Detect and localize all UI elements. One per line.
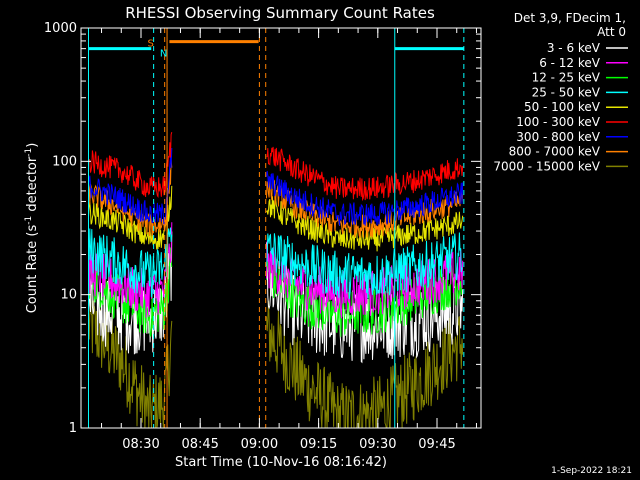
legend-label-5: 50 - 100 keV: [524, 100, 601, 114]
footer-date: 1-Sep-2022 18:21: [551, 466, 632, 476]
x-tick-label: 08:30: [122, 437, 159, 452]
x-axis-ticks: 08:30 08:45 09:00 09:15 09:30 09:45: [101, 28, 477, 452]
y-tick-label: 1: [69, 421, 77, 436]
x-tick-label: 09:00: [241, 437, 278, 452]
series-line-4-seg2: [266, 232, 463, 300]
legend-label-4: 25 - 50 keV: [532, 85, 601, 99]
saa-marker-label: S: [147, 39, 153, 50]
series-line-7-seg2: [266, 170, 464, 226]
series-line-6-seg2: [266, 146, 464, 202]
series-line-4-seg1: [88, 227, 173, 298]
y-tick-label: 1000: [44, 21, 77, 36]
chart-title: RHESSI Observing Summary Count Rates: [125, 4, 435, 22]
legend-header-line1: Det 3,9, FDecim 1,: [514, 11, 626, 25]
x-tick-label: 09:45: [418, 437, 455, 452]
legend-label-7: 300 - 800 keV: [516, 130, 600, 144]
y-tick-label: 10: [60, 288, 77, 303]
x-tick-label: 09:15: [300, 437, 337, 452]
legend-label-9: 7000 - 15000 keV: [493, 159, 600, 173]
legend-label-8: 800 - 7000 keV: [509, 145, 601, 159]
x-tick-label: 09:30: [359, 437, 396, 452]
y-axis-ticks: 1 10 100 1000: [44, 21, 481, 436]
y-axis-label-main: Count Rate (s: [25, 225, 40, 314]
y-axis-label-end: ): [25, 143, 40, 148]
series-line-6-seg1: [88, 131, 173, 199]
night-marker-label: N: [160, 49, 167, 60]
series-line-5-seg2: [266, 196, 464, 252]
legend-header-line2: Att 0: [597, 25, 626, 39]
legend-label-2: 6 - 12 keV: [539, 56, 601, 70]
y-tick-label: 100: [52, 154, 77, 169]
plot-inner: SN: [88, 28, 465, 428]
legend-label-6: 100 - 300 keV: [516, 115, 600, 129]
plot-area: SN: [88, 28, 465, 428]
legend-label-1: 3 - 6 keV: [547, 41, 601, 55]
x-tick-label: 08:45: [181, 437, 218, 452]
x-axis-label: Start Time (10-Nov-16 08:16:42): [175, 455, 387, 470]
series-line-7-seg1: [88, 147, 173, 225]
y-axis-label: Count Rate (s-1 detector-1): [24, 143, 40, 314]
series-line-8-seg1: [88, 159, 173, 237]
y-axis-label-mid: detector: [25, 156, 40, 216]
plot-frame: [80, 27, 482, 429]
y-axis-label-sup1: -1: [24, 216, 34, 225]
series-line-5-seg1: [88, 185, 173, 250]
y-axis-label-sup2: -1: [24, 148, 34, 157]
series-line-3-seg2: [266, 254, 464, 337]
legend-label-3: 12 - 25 keV: [532, 71, 601, 85]
series-line-9-seg2: [266, 300, 464, 428]
